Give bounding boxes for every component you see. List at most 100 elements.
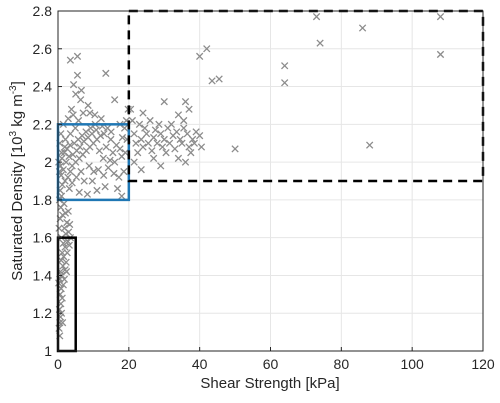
data-point [135, 120, 144, 128]
data-point [59, 281, 67, 289]
data-point [190, 139, 199, 147]
data-point [137, 166, 145, 174]
data-point [64, 207, 72, 215]
y-tick-label: 1.4 [33, 267, 53, 283]
data-point [58, 319, 67, 327]
data-point [61, 243, 69, 251]
data-point [137, 135, 145, 144]
x-tick-label: 60 [263, 356, 279, 372]
x-tick-label: 120 [471, 356, 495, 372]
data-point [102, 143, 110, 151]
data-point [141, 124, 149, 132]
data-point [118, 192, 126, 200]
x-tick-label: 0 [54, 356, 62, 372]
data-point [231, 145, 239, 153]
x-tick-label: 100 [400, 356, 424, 372]
data-point [107, 135, 115, 144]
data-point [74, 116, 83, 125]
y-tick-label: 1 [44, 343, 52, 359]
data-point [180, 116, 188, 125]
data-points [55, 13, 445, 340]
data-point [69, 81, 78, 89]
data-point [171, 145, 179, 153]
data-point [61, 143, 69, 151]
data-point [312, 13, 321, 21]
data-point [66, 220, 74, 229]
data-point [80, 177, 88, 185]
data-point [106, 156, 114, 164]
data-point [58, 294, 66, 302]
data-point [178, 139, 186, 147]
data-point [94, 166, 103, 174]
data-point [59, 166, 67, 174]
data-point [208, 77, 216, 85]
data-point [130, 158, 138, 166]
data-point [165, 139, 174, 147]
data-point [157, 130, 165, 138]
data-point [61, 177, 69, 185]
data-point [64, 237, 72, 246]
y-tick-label: 2.6 [33, 41, 53, 57]
data-point [151, 126, 160, 134]
y-tick-label: 1.2 [33, 305, 53, 321]
data-point [57, 149, 66, 157]
data-point [215, 75, 223, 83]
data-point [174, 154, 183, 162]
data-point [358, 24, 367, 32]
data-point [118, 133, 127, 142]
data-point [281, 79, 289, 87]
data-point [185, 143, 193, 151]
data-point [83, 190, 92, 198]
data-point [180, 124, 188, 132]
data-point [62, 268, 71, 276]
data-point [316, 39, 324, 47]
data-point [436, 13, 445, 21]
data-point [155, 120, 163, 128]
data-point [66, 56, 75, 64]
data-point [66, 167, 75, 176]
data-point [146, 116, 154, 125]
data-point [197, 143, 206, 151]
data-point [55, 224, 63, 232]
data-point [153, 139, 161, 147]
y-tick-label: 2.2 [33, 116, 53, 132]
data-point [113, 184, 122, 193]
data-point [85, 162, 93, 170]
data-point [142, 130, 151, 138]
data-point [185, 105, 193, 113]
data-point [121, 149, 129, 157]
data-point [75, 188, 83, 196]
data-point [77, 86, 86, 94]
data-point [111, 96, 119, 104]
data-point [183, 130, 191, 138]
data-point [196, 132, 204, 140]
data-point [91, 111, 99, 119]
data-point [111, 158, 119, 166]
data-point [99, 154, 107, 162]
x-tick-label: 80 [334, 356, 350, 372]
data-point [149, 154, 158, 162]
data-point [93, 186, 101, 195]
data-point [188, 135, 197, 144]
data-point [134, 149, 142, 157]
data-point [109, 149, 117, 157]
data-point [132, 139, 140, 147]
data-point [167, 120, 175, 128]
data-point [100, 171, 108, 179]
data-point [57, 192, 66, 200]
data-point [174, 111, 183, 119]
data-point [96, 132, 105, 140]
data-point [160, 135, 168, 144]
data-point [149, 133, 158, 142]
data-point [67, 105, 76, 113]
data-point [71, 124, 80, 132]
data-point [92, 126, 100, 134]
data-point [72, 173, 81, 181]
data-point [158, 143, 167, 151]
data-point [162, 149, 170, 157]
y-tick-label: 1.8 [33, 192, 53, 208]
data-point [157, 162, 165, 170]
data-point [120, 124, 129, 132]
